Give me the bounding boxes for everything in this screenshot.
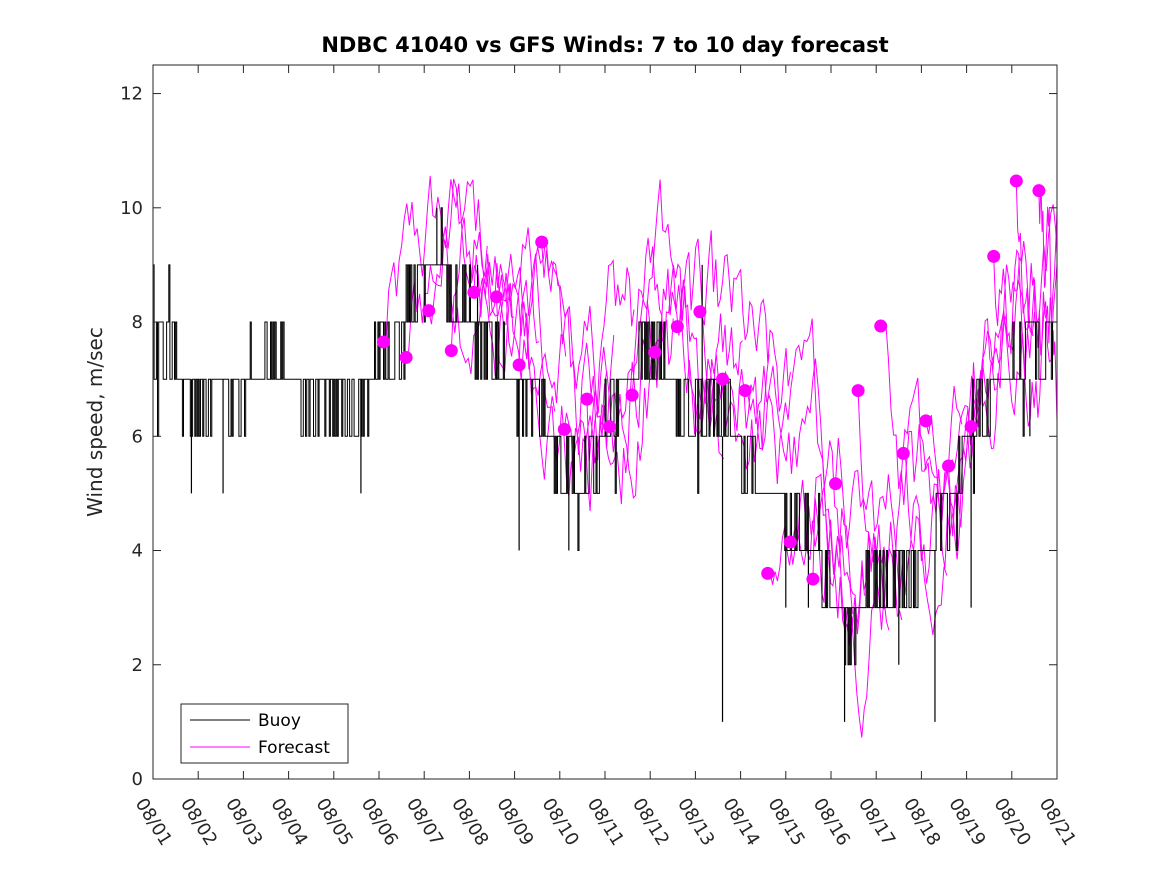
x-tick-label: 08/17 [854,795,899,850]
x-tick-label: 08/11 [583,795,628,850]
y-tick-label: 12 [120,84,143,105]
chart-title: NDBC 41040 vs GFS Winds: 7 to 10 day for… [321,33,888,57]
x-tick-label: 08/02 [176,795,221,850]
forecast-marker [851,384,865,398]
forecast-marker [919,414,933,428]
x-tick-label: 08/07 [402,795,447,850]
forecast-marker [806,572,820,586]
forecast-marker [874,319,888,333]
x-tick-label: 08/14 [718,795,763,850]
forecast-marker [738,384,752,398]
forecast-line [948,241,1035,560]
x-tick-label: 08/09 [492,795,537,850]
x-tick-label: 08/01 [131,795,176,850]
x-tick-label: 08/15 [764,795,809,850]
forecast-line [450,217,556,480]
x-tick-label: 08/10 [538,795,583,850]
legend-box [180,703,349,764]
x-tick-label: 08/13 [673,795,718,850]
forecast-line [473,253,567,404]
forecast-marker [535,235,549,249]
buoy-line [153,207,1057,666]
forecast-marker [557,422,571,436]
x-tick-label: 08/12 [628,795,673,850]
forecast-line [428,178,540,357]
forecast-marker [987,249,1001,263]
forecast-marker [399,350,413,364]
legend: Buoy Forecast [180,703,349,764]
x-tick-label: 08/06 [357,795,402,850]
forecast-marker [761,566,775,580]
legend-buoy-label: Buoy [258,711,301,731]
x-tick-label: 08/20 [990,795,1035,850]
forecast-line [563,342,654,499]
y-tick-label: 10 [120,198,143,219]
x-tick-label: 08/16 [809,795,854,850]
x-tick-label: 08/04 [266,795,311,850]
y-tick-label: 4 [132,541,143,562]
forecast-line [835,438,948,635]
forecast-line [1015,180,1057,356]
forecast-marker [580,392,594,406]
y-tick-label: 2 [132,655,143,676]
x-tick-label: 08/19 [944,795,989,850]
y-tick-label: 8 [132,312,143,333]
forecast-line [631,237,725,460]
forecast-marker [512,358,526,372]
forecast-line [880,323,984,569]
forecast-marker [444,344,458,358]
forecast-marker [1009,174,1023,188]
x-tick-label: 08/21 [1035,795,1080,850]
forecast-marker [1032,184,1046,198]
forecast-marker [603,420,617,434]
y-tick-label: 6 [132,426,143,447]
x-tick-label: 08/18 [899,795,944,850]
forecast-marker [625,388,639,402]
forecast-marker [693,305,707,319]
forecast-marker [896,446,910,460]
forecast-line [993,248,1057,427]
forecast-marker [670,320,684,334]
forecast-marker [716,372,730,386]
y-axis-label: Wind speed, m/sec [83,327,107,517]
forecast-marker [829,477,843,491]
forecast-line [541,242,635,512]
forecast-marker [648,345,662,359]
forecast-line [744,318,853,614]
y-tick-label: 0 [132,769,143,790]
forecast-line [722,358,830,555]
forecast-marker [490,290,504,304]
forecast-line [699,230,791,412]
forecast-marker [422,304,436,318]
x-tick-label: 08/08 [447,795,492,850]
forecast-line [1038,190,1057,425]
forecast-marker [783,535,797,549]
x-tick-label: 08/03 [221,795,266,850]
x-tick-label: 08/05 [312,795,357,850]
forecast-marker [377,335,391,349]
forecast-marker [964,420,978,434]
legend-forecast-label: Forecast [258,738,330,758]
forecast-line [496,237,607,414]
forecast-marker [942,459,956,473]
forecast-marker [467,285,481,299]
